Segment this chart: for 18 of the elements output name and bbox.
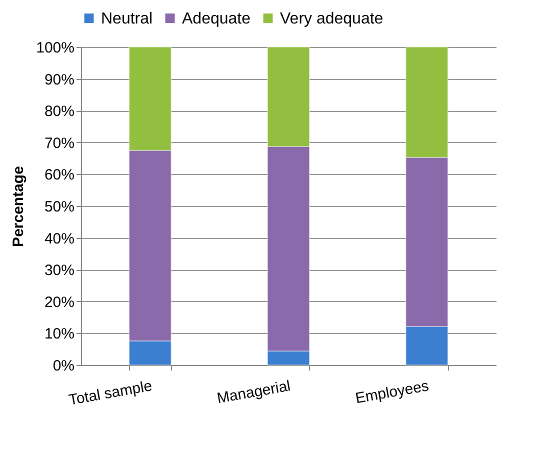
y-tick-label: 100% bbox=[36, 40, 74, 56]
y-tick-label: 50% bbox=[44, 198, 74, 216]
legend-label: Neutral bbox=[101, 10, 153, 28]
x-tick-label: Managerial bbox=[216, 378, 292, 408]
y-tick-label: 90% bbox=[44, 71, 74, 88]
y-tick-label: 40% bbox=[44, 230, 74, 248]
y-tick-label: 0% bbox=[52, 358, 74, 374]
y-tick-label: 60% bbox=[44, 166, 74, 184]
x-tick-label: Total sample bbox=[68, 378, 154, 409]
y-tick-label: 30% bbox=[44, 262, 74, 280]
legend-label: Adequate bbox=[182, 10, 251, 28]
y-axis-title: Percentage bbox=[10, 166, 28, 247]
legend-label: Very adequate bbox=[280, 10, 384, 28]
y-tick-label: 70% bbox=[44, 134, 74, 152]
y-tick-label: 10% bbox=[44, 326, 74, 343]
x-tick-label: Employees bbox=[354, 378, 430, 408]
y-tick-label: 20% bbox=[44, 294, 74, 311]
y-tick-label: 80% bbox=[44, 103, 74, 120]
